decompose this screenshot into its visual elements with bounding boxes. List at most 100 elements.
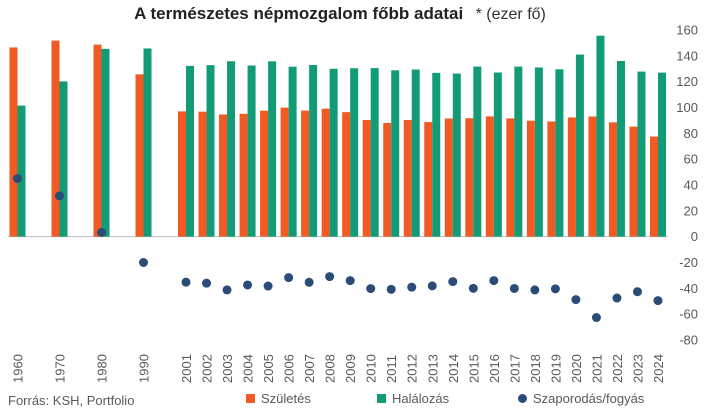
- bar-birth-1990: [135, 74, 144, 237]
- y-tick--60: -60: [679, 307, 698, 322]
- y-tick-100: 100: [676, 100, 698, 115]
- bar-death-1990: [143, 48, 152, 237]
- bar-birth-2002: [198, 111, 207, 237]
- x-tick-2015: 2015: [466, 354, 481, 383]
- x-tick-2024: 2024: [651, 354, 666, 383]
- bar-birth-2016: [485, 116, 494, 237]
- bar-death-2024: [658, 72, 666, 237]
- y-tick-40: 40: [684, 178, 698, 193]
- dot-net-2003: [222, 285, 232, 295]
- legend-item-szuletes: Születés: [246, 391, 311, 406]
- y-tick-60: 60: [684, 152, 698, 167]
- bar-death-2021: [596, 35, 605, 237]
- dot-net-2023: [632, 287, 642, 297]
- bar-death-1960: [17, 105, 26, 237]
- dot-net-2005: [263, 281, 273, 291]
- y-tick--20: -20: [679, 255, 698, 270]
- dot-net-2012: [407, 282, 417, 292]
- x-tick-2023: 2023: [630, 354, 645, 383]
- bar-death-2017: [514, 66, 523, 237]
- x-tick-2011: 2011: [384, 355, 399, 383]
- dot-net-2021: [591, 313, 601, 323]
- bar-birth-1960: [9, 47, 18, 237]
- bar-death-2012: [411, 69, 420, 237]
- x-tick-2005: 2005: [261, 354, 276, 383]
- legend-swatch-szuletes: [246, 394, 255, 403]
- y-tick-160: 160: [676, 23, 698, 38]
- dot-net-2014: [448, 277, 458, 287]
- dot-net-2004: [243, 280, 253, 290]
- x-tick-2007: 2007: [302, 354, 317, 383]
- chart-title-main: A természetes népmozgalom főbb adatai: [134, 4, 463, 23]
- bar-death-2013: [432, 72, 441, 237]
- dot-net-2010: [366, 284, 376, 294]
- bar-birth-2021: [588, 116, 597, 237]
- x-tick-2012: 2012: [405, 354, 420, 383]
- bar-birth-2022: [608, 122, 617, 237]
- legend-item-halalozas: Halálozás: [377, 391, 449, 406]
- source-note: Forrás: KSH, Portfolio: [8, 393, 135, 408]
- bar-birth-2015: [465, 118, 474, 237]
- bar-birth-2017: [506, 118, 515, 237]
- bar-death-2001: [186, 65, 194, 237]
- bar-death-2016: [493, 72, 502, 237]
- legend-dot-szaporodas: [518, 394, 527, 403]
- y-tick-80: 80: [684, 126, 698, 141]
- bar-death-2008: [329, 68, 338, 237]
- x-tick-2002: 2002: [200, 354, 215, 383]
- bar-death-2005: [268, 61, 277, 237]
- legend-label-halalozas: Halálozás: [392, 391, 450, 406]
- x-tick-2022: 2022: [610, 354, 625, 383]
- dot-net-2008: [325, 272, 335, 282]
- x-tick-1990: 1990: [137, 354, 152, 383]
- bar-death-2022: [616, 61, 625, 237]
- y-tick-140: 140: [676, 48, 698, 63]
- x-tick-1960: 1960: [11, 354, 26, 383]
- x-tick-2013: 2013: [425, 354, 440, 383]
- legend-swatch-halalozas: [377, 394, 386, 403]
- x-tick-2020: 2020: [569, 354, 584, 383]
- bar-birth-2011: [383, 123, 392, 237]
- bar-birth-2009: [342, 112, 351, 237]
- bar-birth-2020: [567, 117, 576, 237]
- dot-net-1970: [55, 191, 64, 201]
- bar-birth-2019: [547, 121, 556, 237]
- x-tick-2017: 2017: [507, 354, 522, 383]
- dot-net-2019: [550, 284, 560, 294]
- legend-label-szaporodas: Szaporodás/fogyás: [533, 391, 645, 406]
- bar-death-2023: [637, 71, 646, 237]
- bar-birth-2006: [280, 107, 289, 237]
- x-tick-2009: 2009: [343, 354, 358, 383]
- bar-birth-2001: [178, 111, 186, 237]
- bar-death-2019: [555, 69, 564, 237]
- x-tick-2019: 2019: [548, 354, 563, 383]
- x-tick-2006: 2006: [282, 354, 297, 383]
- x-tick-2001: 2001: [179, 354, 194, 383]
- bar-birth-1980: [93, 44, 102, 237]
- dot-net-2024: [653, 296, 663, 306]
- bar-death-2014: [452, 73, 461, 237]
- bar-death-2002: [206, 65, 215, 237]
- bar-death-2003: [227, 61, 236, 237]
- dot-net-2009: [345, 276, 355, 286]
- bar-death-2006: [288, 66, 297, 237]
- x-tick-2014: 2014: [446, 354, 461, 383]
- dot-net-2007: [304, 277, 314, 287]
- bar-birth-2010: [362, 120, 371, 237]
- x-tick-1980: 1980: [95, 354, 110, 383]
- bar-death-2009: [350, 68, 359, 237]
- dot-net-2002: [202, 278, 212, 288]
- x-tick-2018: 2018: [528, 354, 543, 383]
- dot-group: [13, 174, 663, 323]
- x-tick-2021: 2021: [589, 354, 604, 383]
- dot-net-2017: [509, 283, 519, 293]
- dot-net-1990: [139, 258, 148, 267]
- bar-birth-2005: [260, 110, 269, 237]
- bar-death-2010: [370, 68, 379, 237]
- dot-net-1980: [97, 227, 106, 237]
- x-tick-2008: 2008: [323, 354, 338, 383]
- bar-death-1980: [101, 48, 110, 237]
- x-tick-2003: 2003: [220, 354, 235, 383]
- dot-net-2018: [530, 285, 540, 295]
